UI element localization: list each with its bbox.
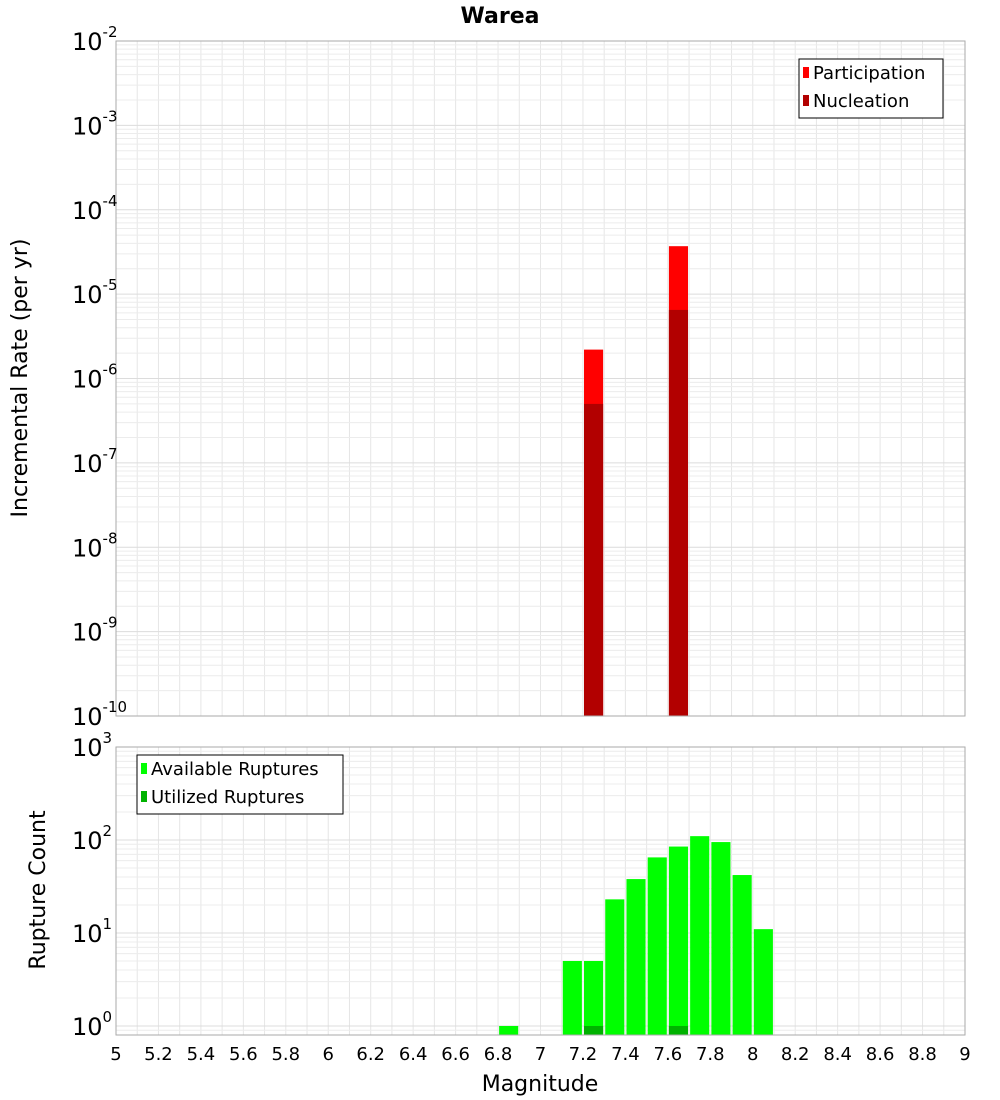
- rate-bar-nucleation: [584, 403, 604, 716]
- x-tick-label: 5.8: [271, 1044, 300, 1065]
- x-tick-label: 8.2: [781, 1044, 810, 1065]
- count-y-tick-label: 101: [72, 915, 112, 948]
- x-tick-label: 6.6: [441, 1044, 470, 1065]
- count-bar-available-ruptures: [562, 960, 582, 1035]
- rate-panel: 10-2 10-3 10-4 10-5 10-6 10-7 10-8 10-9 10-10 Par…: [72, 23, 966, 731]
- count-bar-available-ruptures: [668, 846, 689, 1035]
- count-bar-available-ruptures: [753, 929, 773, 1035]
- rate-bar-nucleation: [668, 309, 689, 716]
- count-bar-available-ruptures: [690, 836, 710, 1035]
- rate-y-tick-label: 10-3: [72, 107, 118, 140]
- count-plot-frame: [115, 746, 966, 1036]
- x-tick-label: 6: [323, 1044, 334, 1065]
- rate-legend-label: Nucleation: [813, 91, 909, 112]
- count-legend: Available Ruptures Utilized Ruptures: [136, 754, 344, 815]
- rupture-count-panel: 103 102 101 100 5 5.2 5.4 5.6 5.8 6 6.2 6.4 6.6 6.8 7 7…: [72, 729, 971, 1065]
- count-bar-utilized-ruptures: [584, 1025, 604, 1035]
- count-y-tick-label: 102: [72, 822, 112, 855]
- x-tick-label: 5: [110, 1044, 121, 1065]
- rate-y-tick-label: 10-5: [72, 276, 118, 309]
- x-tick-label: 8: [747, 1044, 758, 1065]
- rate-y-tick-label: 10-8: [72, 529, 118, 562]
- count-y-axis-title: Rupture Count: [26, 810, 51, 970]
- x-tick-label: 7.4: [611, 1044, 640, 1065]
- rate-plot-frame: [115, 40, 966, 717]
- rate-y-tick-label: 10-9: [72, 614, 118, 647]
- x-tick-label: 9: [959, 1044, 970, 1065]
- rate-y-tick-label: 10-6: [72, 361, 118, 394]
- x-tick-label: 6.2: [356, 1044, 385, 1065]
- count-legend-box: [136, 754, 344, 815]
- x-tick-label: 8.8: [908, 1044, 937, 1065]
- x-tick-label: 7.6: [654, 1044, 683, 1065]
- count-bar-available-ruptures: [647, 857, 667, 1035]
- chart-title: Warea: [461, 4, 540, 29]
- x-tick-label: 8.4: [823, 1044, 852, 1065]
- rate-legend-box: [798, 58, 944, 119]
- rate-y-axis-title: Incremental Rate (per yr): [8, 239, 33, 518]
- count-bar-available-ruptures: [626, 879, 646, 1035]
- x-tick-label: 7.8: [696, 1044, 725, 1065]
- rate-y-tick-label: 10-7: [72, 445, 118, 478]
- count-y-tick-label: 103: [72, 729, 112, 762]
- rate-legend-swatch: [803, 95, 809, 106]
- rate-y-tick-label: 10-4: [72, 192, 118, 225]
- rate-y-tick-label: 10-10: [72, 698, 127, 731]
- x-tick-label: 7: [535, 1044, 546, 1065]
- x-tick-label: 8.6: [866, 1044, 895, 1065]
- count-legend-label: Available Ruptures: [151, 759, 319, 780]
- count-legend-label: Utilized Ruptures: [151, 787, 304, 808]
- count-legend-swatch: [141, 763, 147, 774]
- count-bar-available-ruptures: [605, 899, 625, 1035]
- rate-y-tick-label: 10-2: [72, 23, 118, 56]
- count-bar-available-ruptures: [732, 875, 752, 1035]
- x-tick-label: 5.4: [187, 1044, 216, 1065]
- x-tick-label: 6.4: [399, 1044, 428, 1065]
- rate-legend-swatch: [803, 67, 809, 78]
- x-tick-label: 7.2: [569, 1044, 598, 1065]
- count-bar-available-ruptures: [499, 1025, 519, 1035]
- rate-legend: Participation Nucleation: [798, 58, 944, 119]
- count-bar-utilized-ruptures: [668, 1025, 689, 1035]
- rate-legend-label: Participation: [813, 63, 925, 84]
- x-tick-label: 5.2: [144, 1044, 173, 1065]
- x-axis-title: Magnitude: [482, 1072, 599, 1097]
- count-legend-swatch: [141, 791, 147, 802]
- x-tick-label: 5.6: [229, 1044, 258, 1065]
- count-bar-available-ruptures: [711, 842, 731, 1035]
- count-bar-available-ruptures: [584, 960, 604, 1035]
- x-tick-label: 6.8: [484, 1044, 513, 1065]
- count-y-tick-label: 100: [72, 1008, 112, 1041]
